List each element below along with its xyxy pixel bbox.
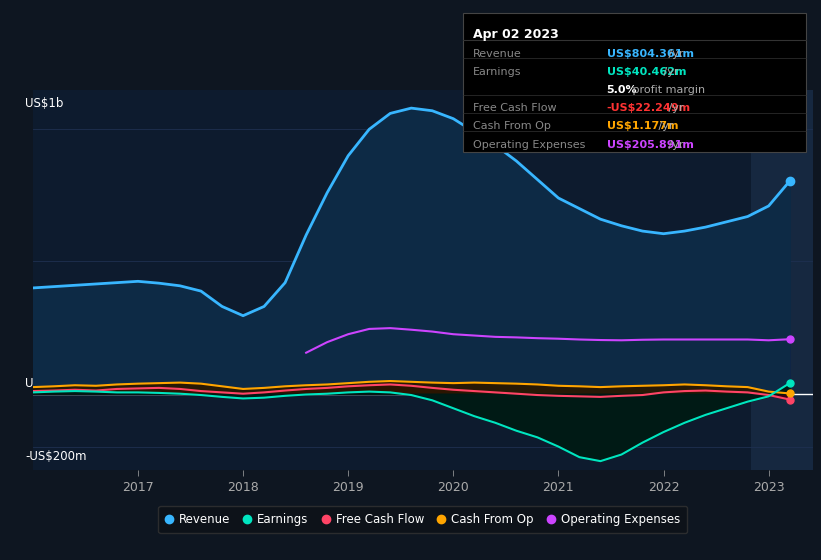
- Text: profit margin: profit margin: [630, 85, 705, 95]
- Text: US$0: US$0: [25, 377, 56, 390]
- Text: 5.0%: 5.0%: [607, 85, 637, 95]
- Text: /yr: /yr: [665, 139, 684, 150]
- Text: -US$200m: -US$200m: [25, 450, 86, 464]
- Legend: Revenue, Earnings, Free Cash Flow, Cash From Op, Operating Expenses: Revenue, Earnings, Free Cash Flow, Cash …: [158, 506, 687, 533]
- Text: Cash From Op: Cash From Op: [473, 122, 551, 132]
- Text: Apr 02 2023: Apr 02 2023: [473, 27, 558, 40]
- Text: US$40.462m: US$40.462m: [607, 67, 686, 77]
- Text: US$804.361m: US$804.361m: [607, 49, 694, 59]
- Text: US$205.891m: US$205.891m: [607, 139, 694, 150]
- Text: Revenue: Revenue: [473, 49, 521, 59]
- Text: -US$22.249m: -US$22.249m: [607, 103, 690, 113]
- Text: /yr: /yr: [660, 67, 678, 77]
- Text: Operating Expenses: Operating Expenses: [473, 139, 585, 150]
- Text: /yr: /yr: [655, 122, 673, 132]
- Text: US$1.177m: US$1.177m: [607, 122, 678, 132]
- Text: US$1b: US$1b: [25, 97, 63, 110]
- Text: /yr: /yr: [665, 49, 684, 59]
- Text: Free Cash Flow: Free Cash Flow: [473, 103, 557, 113]
- Bar: [750, 90, 813, 470]
- Text: Earnings: Earnings: [473, 67, 521, 77]
- Text: /yr: /yr: [665, 103, 684, 113]
